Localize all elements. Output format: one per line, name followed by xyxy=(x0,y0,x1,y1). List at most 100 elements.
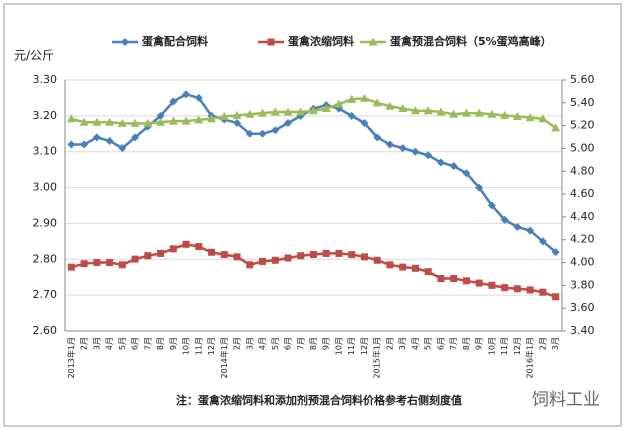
data-point xyxy=(335,249,343,257)
data-point xyxy=(169,245,177,253)
data-point xyxy=(79,117,89,126)
x-tick-label: 12月 xyxy=(207,337,216,355)
watermark: 饲料工业 xyxy=(532,390,600,410)
data-point xyxy=(513,285,521,293)
data-point xyxy=(220,251,228,259)
data-point xyxy=(208,248,216,256)
y2-tick-label: 3.80 xyxy=(570,278,595,291)
data-point xyxy=(410,106,420,115)
x-tick-label: 6月 xyxy=(131,337,140,350)
data-point xyxy=(487,109,497,118)
legend-marker xyxy=(121,38,129,46)
data-point xyxy=(258,129,267,138)
data-point xyxy=(347,94,357,103)
data-point xyxy=(118,261,126,269)
data-point xyxy=(194,93,203,102)
y-tick-label: 2.60 xyxy=(33,324,58,337)
data-point xyxy=(474,108,484,117)
data-point xyxy=(156,111,165,120)
x-tick-label: 4月 xyxy=(258,337,267,350)
y2-tick-label: 3.60 xyxy=(570,301,595,314)
y-tick-label: 2.90 xyxy=(33,216,58,229)
data-point xyxy=(105,117,115,126)
data-point xyxy=(386,261,394,269)
legend-label: 蛋禽浓缩饲料 xyxy=(288,34,354,48)
x-tick-label: 2014年1月 xyxy=(219,337,229,378)
data-point xyxy=(539,288,547,296)
data-point xyxy=(462,277,470,285)
data-point xyxy=(207,114,217,123)
data-point xyxy=(309,106,318,115)
y-tick-label: 3.10 xyxy=(33,145,58,158)
data-point xyxy=(80,140,89,149)
data-point xyxy=(310,251,317,259)
data-point xyxy=(258,108,268,117)
data-point xyxy=(462,169,471,178)
legend-label: 蛋禽预混合饲料（5%蛋鸡高峰） xyxy=(390,34,552,48)
x-tick-label: 2016年1月 xyxy=(525,337,535,378)
data-point xyxy=(424,268,432,276)
data-point xyxy=(118,144,127,153)
data-point xyxy=(233,253,241,261)
data-point xyxy=(411,147,420,156)
data-point xyxy=(233,119,242,128)
x-tick-label: 3月 xyxy=(398,337,407,350)
legend-label: 蛋禽配合饲料 xyxy=(142,34,208,48)
data-point xyxy=(385,140,394,149)
x-tick-label: 7月 xyxy=(143,337,152,350)
x-tick-label: 11月 xyxy=(347,337,356,355)
data-point xyxy=(512,112,522,121)
data-point xyxy=(500,110,510,119)
y2-tick-label: 4.00 xyxy=(570,256,595,269)
data-point xyxy=(360,119,369,128)
data-point xyxy=(449,109,459,118)
data-point xyxy=(436,158,445,167)
data-point xyxy=(334,99,344,108)
data-point xyxy=(372,98,382,107)
y-tick-label: 2.70 xyxy=(33,288,58,301)
data-point xyxy=(182,240,190,248)
data-point xyxy=(411,264,419,272)
data-point xyxy=(373,256,381,264)
data-point xyxy=(143,118,153,127)
x-tick-label: 11月 xyxy=(194,337,203,355)
y2-tick-label: 4.20 xyxy=(570,233,595,246)
data-point xyxy=(194,115,204,124)
data-point xyxy=(92,133,101,142)
data-point xyxy=(297,252,305,260)
x-tick-label: 12月 xyxy=(360,337,369,355)
x-tick-label: 3月 xyxy=(551,337,560,350)
data-point xyxy=(501,284,509,292)
data-point xyxy=(551,248,560,257)
data-point xyxy=(398,104,408,113)
data-point xyxy=(270,107,280,116)
x-tick-label: 3月 xyxy=(92,337,101,350)
x-tick-label: 5月 xyxy=(118,337,127,350)
x-tick-label: 8月 xyxy=(462,337,471,350)
data-point xyxy=(360,253,368,261)
y-tick-label: 3.20 xyxy=(33,109,58,122)
x-tick-label: 9月 xyxy=(475,337,484,350)
x-tick-label: 8月 xyxy=(156,337,165,350)
data-point xyxy=(156,117,166,126)
data-point xyxy=(130,118,140,127)
data-point xyxy=(117,118,127,127)
x-tick-label: 10月 xyxy=(334,337,343,355)
x-tick-label: 3月 xyxy=(245,337,254,350)
x-tick-label: 4月 xyxy=(411,337,420,350)
data-point xyxy=(66,114,76,123)
y-tick-label: 3.30 xyxy=(33,73,58,86)
data-point xyxy=(398,144,407,153)
data-point xyxy=(424,151,433,160)
data-point xyxy=(283,107,293,116)
data-point xyxy=(525,113,535,122)
data-point xyxy=(449,162,458,171)
data-point xyxy=(232,110,242,119)
data-point xyxy=(487,201,496,210)
data-point xyxy=(321,104,331,113)
x-tick-label: 9月 xyxy=(322,337,331,350)
data-point xyxy=(245,129,254,138)
data-point xyxy=(475,279,483,287)
y-tick-label: 2.80 xyxy=(33,252,58,265)
